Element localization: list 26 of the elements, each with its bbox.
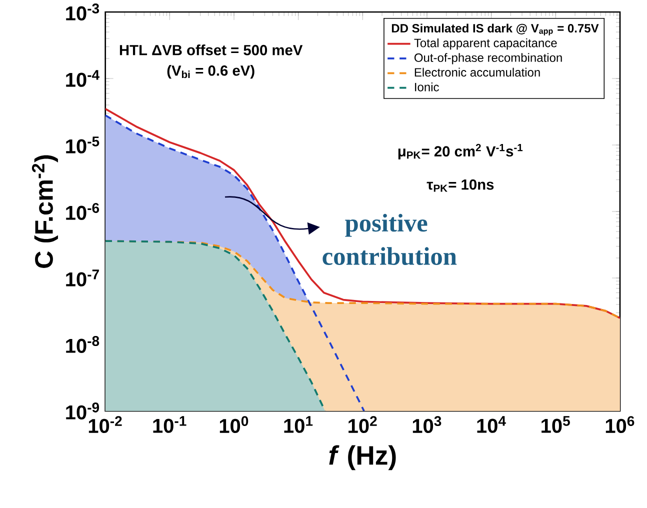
annotation: τ$_{PK}$= 10ns: [426, 179, 494, 192]
legend-label: Out-of-phase recombination: [414, 53, 562, 64]
y-axis-title: C (F.cm$^{-2}$): [32, 155, 58, 268]
y-tick-label: 10$^{-4}$: [66, 70, 100, 87]
legend-label: Ionic: [415, 82, 439, 92]
annotation: HTL ΔVB offset = 500 meV: [120, 44, 303, 56]
legend-title: DD Simulated IS dark @ V$_{app}$ = 0.75V: [392, 24, 599, 36]
x-tick-label: 10$^{6}$: [606, 416, 634, 434]
legend-label: Total apparent capacitance: [414, 38, 557, 50]
y-tick-label: 10$^{-7}$: [66, 270, 99, 286]
x-tick-label: 10$^{-1}$: [153, 416, 186, 433]
y-tick-label: 10$^{-6}$: [66, 203, 100, 220]
legend-label: Electronic accumulation: [414, 68, 540, 77]
y-tick-label: 10$^{-8}$: [66, 336, 100, 353]
x-tick-label: 10$^{5}$: [542, 416, 570, 433]
annotation: positive contribution: [322, 214, 457, 266]
annotation: μ$_{PK}$= 20 cm$^{2}$ V$^{-1}$s$^{-1}$: [398, 144, 523, 160]
x-tick-label: 10$^{4}$: [477, 416, 506, 433]
annotation: (V$_{bi}$ = 0.6 eV): [167, 65, 254, 79]
x-tick-label: 10$^{3}$: [412, 416, 442, 434]
y-tick-label: 10$^{-3}$: [66, 4, 100, 20]
y-tick-label: 10$^{-5}$: [66, 136, 100, 154]
x-tick-label: 10$^{0}$: [220, 416, 248, 434]
x-tick-label: 10$^{1}$: [284, 416, 313, 433]
x-tick-label: 10$^{2}$: [348, 416, 377, 434]
x-axis-title: f (Hz): [329, 445, 396, 470]
